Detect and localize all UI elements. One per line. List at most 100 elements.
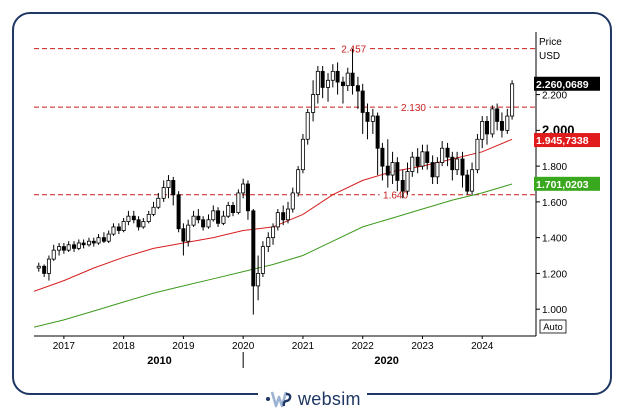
candle (460, 151, 465, 188)
candle (390, 151, 395, 184)
candle-body (305, 112, 310, 140)
candle (320, 65, 325, 99)
candle (121, 217, 126, 233)
candle-body (251, 210, 256, 287)
candle (315, 65, 320, 104)
candle-body (285, 208, 290, 221)
candle-body (355, 85, 360, 92)
candle-body (161, 187, 166, 199)
candle (131, 210, 136, 224)
candle (335, 62, 340, 95)
candle-body (171, 180, 176, 196)
y-tick-label-1: 1.200 (542, 269, 567, 280)
candle-body (350, 72, 355, 87)
x-tick-label-0: 2017 (53, 341, 76, 352)
candle (450, 151, 455, 181)
candle-body (271, 226, 276, 239)
candle (360, 83, 365, 134)
candle (415, 148, 420, 174)
candle (96, 234, 101, 245)
y-tick-label-4: 1.800 (542, 162, 567, 173)
candle-body (131, 215, 136, 221)
candle (226, 201, 231, 218)
candle-body (81, 242, 86, 246)
candle (260, 241, 265, 277)
candle (290, 187, 295, 213)
candle (86, 237, 91, 247)
candle-body (380, 147, 385, 167)
candle-body (146, 213, 151, 222)
candle-body (231, 205, 236, 214)
candle-body (236, 192, 241, 214)
price-tag-bg-2 (534, 176, 600, 191)
candle (484, 116, 489, 145)
candle (106, 230, 111, 244)
price-tag-bg-1 (534, 133, 600, 148)
candle-body (275, 212, 280, 228)
candle-body (191, 215, 196, 226)
candle-body (340, 81, 345, 87)
candle (36, 262, 41, 272)
candle-body (141, 221, 146, 228)
candle (101, 232, 106, 244)
auto-button[interactable]: Auto (539, 319, 567, 334)
candle-body (96, 237, 101, 244)
candle-body (211, 210, 216, 221)
candle (275, 209, 280, 231)
y-tick-label-3: 1.600 (542, 198, 567, 209)
candle (221, 210, 226, 226)
candle-body (216, 210, 221, 224)
x-tick-label-4: 2021 (292, 341, 315, 352)
candle (136, 216, 141, 231)
candle-body (505, 115, 510, 131)
candle-body (335, 70, 340, 83)
candle (51, 244, 56, 261)
candle-body (226, 205, 231, 217)
candle-body (370, 115, 375, 122)
candle (355, 76, 360, 109)
candle-body (42, 265, 47, 274)
candle (111, 223, 116, 236)
candle-body (435, 162, 440, 178)
axis-title-price: Price (539, 37, 562, 48)
candle-body (311, 94, 316, 113)
candle-body (181, 228, 186, 242)
candle (206, 214, 211, 229)
candle (161, 180, 166, 202)
candle (245, 180, 250, 220)
candle-body (499, 121, 504, 131)
candle-body (101, 237, 106, 242)
candle (196, 209, 201, 224)
candle-body (400, 180, 405, 192)
candle (445, 142, 450, 167)
candle (42, 264, 47, 277)
candle (176, 191, 181, 233)
candle-body (201, 219, 206, 228)
price-tag-label-0: 2.260,0689 (536, 79, 589, 91)
candle-body (76, 242, 81, 249)
candle (370, 108, 375, 134)
candle-body (111, 226, 116, 235)
candle-body (330, 70, 335, 81)
candle (141, 217, 146, 229)
candle (475, 133, 480, 174)
candle (405, 162, 410, 195)
brand-name: websim (298, 388, 361, 409)
candle-body (61, 246, 66, 251)
series-line-1 (34, 183, 513, 328)
candle (181, 223, 186, 256)
candle-body (490, 108, 495, 135)
candle-body (345, 72, 350, 87)
candle-body (460, 158, 465, 176)
candle (156, 192, 161, 210)
candle-body (36, 265, 41, 269)
candle-body (126, 215, 131, 222)
candle-body (156, 197, 161, 208)
level-label-2: 1.640 (383, 191, 408, 202)
candle-body (186, 224, 191, 242)
candle-body (72, 244, 77, 249)
candle-body (245, 183, 250, 212)
chart-frame (12, 12, 612, 395)
y-tick-label-6: 2.200 (542, 91, 567, 102)
candle-body (136, 219, 141, 228)
